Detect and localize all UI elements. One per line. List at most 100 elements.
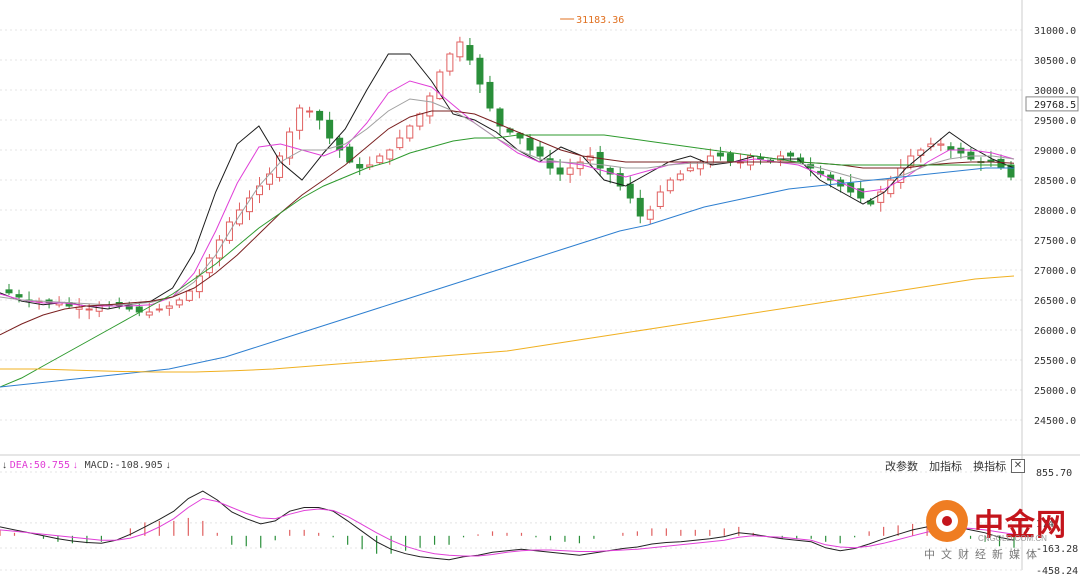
- candle-body: [306, 110, 314, 113]
- macd-value: MACD:-108.905: [84, 460, 163, 471]
- candle-body: [5, 289, 13, 294]
- macd-legend: ↓ DEA:50.755 ↓ MACD:-108.905 ↓: [2, 460, 171, 471]
- candle-body: [416, 113, 424, 127]
- annotations: 31183.36: [560, 15, 624, 26]
- macd-tick-label: 174: [1036, 519, 1054, 530]
- macd-grid: [0, 471, 1022, 571]
- candle-body: [256, 185, 264, 196]
- price-tick-label: 30500.0: [1034, 56, 1076, 67]
- candle-body: [406, 125, 414, 139]
- price-tick-label: 25500.0: [1034, 356, 1076, 367]
- candle-body: [15, 294, 23, 298]
- moving-average-lines: [0, 53, 1015, 388]
- candle-body: [666, 179, 674, 192]
- candle-body: [626, 183, 634, 199]
- candle-body: [386, 149, 394, 160]
- macd-tick-label: -163.28: [1036, 544, 1078, 555]
- switch-indicator-button[interactable]: 换指标: [973, 461, 1007, 473]
- price-tick-label: 31000.0: [1034, 26, 1076, 37]
- candle-body: [396, 137, 404, 149]
- candle-body: [235, 209, 243, 225]
- candle-body: [546, 158, 554, 169]
- candle-body: [656, 191, 664, 207]
- candle-body: [787, 152, 795, 157]
- candle-body: [726, 153, 734, 163]
- logo: 中金网 CNGOLD.COM.CN 中文财经新媒体: [920, 498, 1072, 561]
- candle-body: [957, 147, 965, 154]
- change-params-button[interactable]: 改参数: [885, 461, 918, 473]
- price-tick-label: 28500.0: [1034, 176, 1076, 187]
- max-price-label: 31183.36: [576, 15, 624, 26]
- price-tick-label: 26000.0: [1034, 326, 1076, 337]
- candle-body: [606, 167, 614, 175]
- candlestick-series: [5, 36, 1015, 320]
- candle-body: [336, 137, 344, 151]
- macd-panel: [0, 490, 1015, 561]
- candle-body: [596, 151, 604, 169]
- macd-axis: 855.70 174 -163.28 -458.24: [1036, 468, 1078, 574]
- logo-domain: CNGOLD.COM.CN: [978, 534, 1047, 543]
- indicator-toolbar: 改参数 加指标 换指标: [885, 458, 1014, 474]
- candle-body: [716, 152, 724, 157]
- arrow-down-icon: ↓: [72, 460, 78, 471]
- price-axis: 24500.0 25000.0 25500.0 26000.0 26500.0 27000…: [1025, 26, 1079, 427]
- close-icon[interactable]: ✕: [1011, 459, 1025, 473]
- candle-body: [276, 155, 284, 178]
- logo-name: 中金网: [974, 509, 1067, 542]
- candle-body: [155, 308, 163, 311]
- candle-body: [316, 110, 324, 121]
- candle-body: [756, 157, 764, 160]
- candle-body: [145, 311, 153, 316]
- candle-body: [867, 200, 875, 205]
- candle-body: [326, 119, 334, 139]
- candle-body: [496, 108, 504, 127]
- candle-body: [777, 155, 785, 161]
- candle-body: [456, 41, 464, 58]
- candle-body: [446, 53, 454, 72]
- price-tick-label: 24500.0: [1034, 416, 1076, 427]
- price-tick-label: 30000.0: [1034, 86, 1076, 97]
- candle-body: [286, 131, 294, 159]
- candle-body: [296, 107, 304, 131]
- candle-body: [877, 191, 885, 203]
- candle-body: [857, 188, 865, 199]
- candle-body: [175, 299, 183, 306]
- candle-body: [426, 95, 434, 117]
- price-tick-label: 27500.0: [1034, 236, 1076, 247]
- candle-body: [356, 163, 364, 169]
- arrow-down-icon: ↓: [165, 460, 171, 471]
- ma-line: [0, 167, 1014, 388]
- macd-tick-label: 855.70: [1036, 468, 1072, 479]
- candle-body: [466, 45, 474, 61]
- candle-body: [686, 167, 694, 172]
- price-tick-label: 29000.0: [1034, 146, 1076, 157]
- price-tick-label: 25000.0: [1034, 386, 1076, 397]
- dea-value: DEA:50.755: [9, 460, 70, 471]
- candle-body: [346, 146, 354, 163]
- candle-body: [486, 81, 494, 109]
- current-price-label: 29768.5: [1034, 100, 1076, 111]
- candle-body: [536, 146, 544, 157]
- candle-body: [556, 167, 564, 175]
- candle-body: [376, 155, 384, 164]
- dea-line: [0, 497, 1015, 557]
- candle-body: [566, 167, 574, 175]
- candle-body: [937, 143, 945, 146]
- candle-body: [616, 173, 624, 187]
- candle-body: [636, 197, 644, 217]
- price-tick-label: 27000.0: [1034, 266, 1076, 277]
- candle-body: [676, 173, 684, 181]
- dif-line: [0, 490, 1015, 561]
- candle-body: [185, 290, 193, 301]
- add-indicator-button[interactable]: 加指标: [929, 461, 963, 473]
- ma-line: [0, 53, 1015, 310]
- candle-body: [476, 57, 484, 85]
- price-tick-label: 26500.0: [1034, 296, 1076, 307]
- ma-line: [0, 275, 1015, 373]
- candle-body: [85, 308, 93, 311]
- price-tick-label: 29500.0: [1034, 116, 1076, 127]
- ma-line: [0, 134, 1014, 388]
- candle-body: [205, 257, 213, 274]
